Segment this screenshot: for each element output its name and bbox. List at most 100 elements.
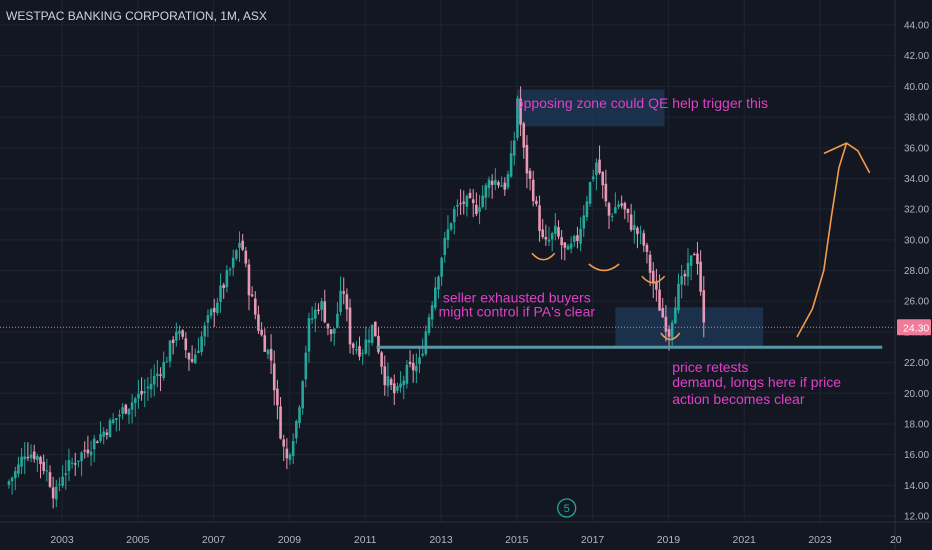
candle — [465, 194, 469, 217]
candle-body — [222, 284, 226, 288]
marked-low[interactable] — [660, 332, 681, 341]
candle-body — [307, 318, 311, 352]
candle — [699, 250, 702, 296]
candle — [582, 205, 586, 237]
candle-body — [585, 201, 589, 217]
candle — [320, 298, 323, 322]
candle — [108, 417, 112, 438]
candle — [361, 349, 364, 365]
candle-body — [459, 203, 462, 205]
grid — [0, 0, 897, 522]
candle-body — [689, 255, 693, 266]
candle — [364, 326, 368, 355]
candle — [478, 194, 481, 225]
candle-body — [658, 289, 661, 311]
candle-body — [535, 200, 538, 205]
candle — [645, 242, 649, 264]
candle — [661, 297, 665, 319]
marked-low[interactable] — [588, 263, 620, 272]
candle-body — [320, 301, 323, 310]
candle-body — [579, 228, 582, 244]
projection-arrowhead[interactable] — [823, 142, 848, 154]
candle — [140, 377, 143, 401]
candle — [538, 195, 541, 242]
candle — [209, 307, 213, 320]
candle-body — [588, 182, 592, 204]
candle-body — [187, 353, 191, 360]
candle — [487, 176, 491, 198]
candle — [468, 188, 472, 199]
candle-body — [247, 264, 251, 296]
candle — [503, 177, 507, 196]
candle-body — [377, 335, 380, 353]
candle — [241, 233, 244, 252]
candle — [7, 479, 11, 489]
candle — [617, 200, 620, 210]
candle-body — [645, 244, 649, 252]
candle-body — [20, 456, 23, 467]
candle — [591, 169, 595, 182]
candle — [430, 301, 434, 327]
candle-body — [130, 402, 134, 410]
candle-body — [408, 361, 412, 365]
candle — [127, 408, 131, 424]
candle — [418, 346, 421, 374]
candle — [285, 438, 289, 470]
candle — [23, 442, 27, 475]
marked-low[interactable] — [641, 275, 666, 284]
annotation-text: opposing zone could QE help trigger this — [516, 95, 768, 111]
candle-body — [238, 242, 241, 248]
opposing-zone[interactable] — [516, 89, 665, 127]
candle-body — [661, 308, 665, 318]
candle-body — [692, 253, 696, 256]
projection-arrow[interactable] — [796, 142, 871, 338]
candle — [528, 167, 532, 191]
demand-zone[interactable] — [615, 307, 764, 348]
candle-body — [434, 287, 437, 308]
candle — [307, 312, 311, 363]
candle-body — [212, 307, 216, 313]
candle — [449, 222, 453, 232]
x-tick-label: 2019 — [657, 534, 681, 546]
candle-body — [512, 140, 516, 156]
candle — [664, 304, 668, 342]
candle-body — [430, 305, 434, 320]
candle-body — [70, 462, 74, 464]
candle-body — [370, 324, 374, 343]
candle — [301, 379, 304, 415]
event-badge-label: 5 — [564, 503, 570, 515]
candle — [462, 190, 466, 215]
candle — [231, 249, 235, 276]
x-tick-label: 2009 — [278, 534, 302, 546]
candle-body — [443, 238, 447, 256]
candle-body — [399, 383, 402, 388]
candle — [512, 131, 516, 166]
event-badge[interactable] — [557, 498, 577, 518]
candle-body — [339, 290, 342, 312]
candle-body — [696, 253, 699, 265]
candle-body — [332, 328, 336, 334]
candle-body — [159, 374, 162, 376]
candle-body — [83, 450, 87, 452]
candle-body — [699, 261, 702, 292]
candle-body — [500, 185, 503, 187]
candle-body — [127, 408, 131, 415]
candle — [295, 419, 298, 444]
candle — [614, 192, 617, 214]
candle — [522, 121, 526, 159]
candle-body — [190, 359, 194, 362]
candle-body — [42, 461, 45, 471]
candle-body — [456, 204, 459, 207]
candle — [171, 335, 175, 355]
marked-low[interactable] — [531, 252, 556, 261]
candle — [282, 434, 286, 462]
candle-body — [487, 179, 491, 189]
candle — [184, 332, 188, 358]
candle — [506, 170, 510, 190]
candle — [452, 205, 456, 235]
candle — [55, 479, 58, 508]
candle — [509, 140, 513, 178]
candle-body — [617, 204, 620, 207]
candle — [51, 476, 55, 509]
candle-body — [193, 354, 197, 364]
